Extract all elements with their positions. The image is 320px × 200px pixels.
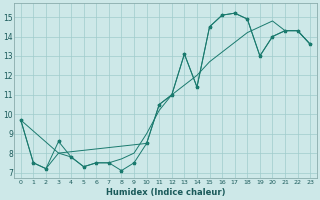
X-axis label: Humidex (Indice chaleur): Humidex (Indice chaleur) [106,188,225,197]
